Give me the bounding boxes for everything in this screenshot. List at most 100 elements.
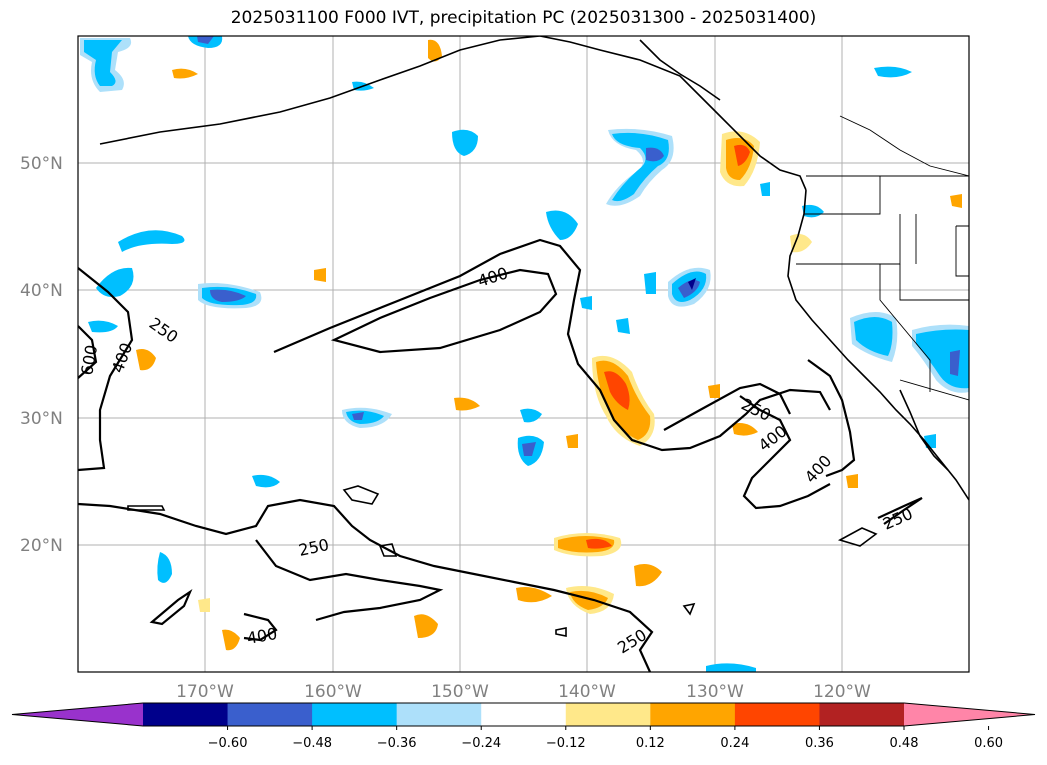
pos-blob xyxy=(222,629,240,651)
colorbar-extend-min xyxy=(12,703,143,726)
border-state xyxy=(899,264,969,301)
colorbar-segment xyxy=(481,703,567,726)
pos-blob xyxy=(414,614,438,638)
neg-blob xyxy=(522,442,536,456)
colorbar-segment xyxy=(227,703,313,726)
border-state xyxy=(804,176,881,215)
ivt-contour-400 xyxy=(330,268,558,354)
lon-label: 160°W xyxy=(304,682,362,702)
pos-blob xyxy=(454,397,480,411)
pos-blob xyxy=(708,384,720,398)
pos-blob xyxy=(172,68,198,79)
neg-blob xyxy=(352,412,364,420)
latitude-labels: 50°N 40°N 30°N 20°N xyxy=(20,154,63,556)
neg-blob xyxy=(644,272,656,294)
lat-label: 30°N xyxy=(20,409,63,429)
pos-blob xyxy=(136,349,156,371)
colorbar-tick-label: −0.36 xyxy=(377,736,417,751)
lat-label: 50°N xyxy=(20,154,63,174)
colorbar-tick-label: 0.36 xyxy=(805,736,834,751)
contour-label: 600 xyxy=(77,343,101,376)
pos-blob xyxy=(790,234,812,253)
ivt-contour-250 xyxy=(877,496,923,525)
colorbar-tick-label: −0.48 xyxy=(292,736,332,751)
neg-blob xyxy=(520,408,542,423)
pos-blob xyxy=(950,194,962,208)
island-hawaii xyxy=(342,485,380,505)
coastlines xyxy=(99,36,969,501)
neg-blob xyxy=(210,289,246,302)
border-us-mexico xyxy=(899,379,969,401)
border-state xyxy=(955,225,969,277)
lon-label: 130°W xyxy=(686,682,744,702)
pos-blob xyxy=(846,474,858,488)
pos-blob xyxy=(428,39,442,62)
precip-positive-anomalies xyxy=(136,39,962,651)
island xyxy=(682,602,696,616)
lat-label: 40°N xyxy=(20,281,63,301)
colorbar-tick-label: 0.24 xyxy=(720,736,749,751)
colorbar-segment xyxy=(312,703,398,726)
colorbar-segment xyxy=(734,703,820,726)
ivt-contour-250 xyxy=(273,238,831,452)
ivt-contour-400 xyxy=(149,589,193,626)
border-alaska xyxy=(839,115,969,177)
neg-blob xyxy=(646,147,664,162)
pos-blob xyxy=(566,434,578,448)
colorbar-tick-label: −0.24 xyxy=(461,736,501,751)
coastline-alaska-bc xyxy=(539,36,807,191)
ivt-contour-400 xyxy=(78,325,98,379)
colorbar-segment xyxy=(143,703,229,726)
neg-blob xyxy=(678,280,700,298)
lat-label: 20°N xyxy=(20,536,63,556)
pos-blob xyxy=(314,268,326,282)
figure-title: 2025031100 F000 IVT, precipitation PC (2… xyxy=(230,8,817,28)
lon-label: 150°W xyxy=(431,682,489,702)
neg-blob xyxy=(950,350,960,376)
pos-blob xyxy=(634,564,662,587)
colorbar-segment xyxy=(565,703,651,726)
neg-blob xyxy=(760,182,770,196)
neg-blob xyxy=(197,36,214,44)
pos-blob xyxy=(516,587,552,603)
ivt-contour-400 xyxy=(807,359,856,478)
neg-blob xyxy=(118,230,185,252)
colorbar-segment xyxy=(396,703,482,726)
state-borders xyxy=(796,115,969,401)
neg-blob xyxy=(157,552,172,583)
coastline-us-mexico xyxy=(787,189,969,501)
colorbar-outline xyxy=(11,702,1036,727)
neg-blob xyxy=(616,318,630,334)
ivt-contour-250 xyxy=(255,539,444,622)
island-mexico xyxy=(837,527,878,547)
ivt-contour-250 xyxy=(78,498,654,672)
neg-blob xyxy=(874,66,912,78)
neg-blob xyxy=(854,317,893,356)
neg-blob xyxy=(88,320,118,333)
ivt-contour-400 xyxy=(739,395,831,510)
neg-blob xyxy=(688,278,696,290)
lon-label: 170°W xyxy=(176,682,234,702)
neg-blob xyxy=(706,663,756,672)
colorbar-segment xyxy=(819,703,905,726)
colorbar-tick-label: −0.60 xyxy=(208,736,248,751)
pos-blob xyxy=(604,371,630,410)
precip-negative-anomalies xyxy=(80,36,969,672)
map-frame xyxy=(77,35,970,673)
coastline-islands xyxy=(639,39,721,101)
ivt-contour-400 xyxy=(243,612,278,642)
map-area xyxy=(78,36,969,672)
colorbar-tick-label: 0.12 xyxy=(636,736,665,751)
colorbar: −0.60 −0.48 −0.36 −0.24 −0.12 0.12 0.24 0.36 0.4… xyxy=(11,702,1036,751)
pos-blob xyxy=(198,598,210,612)
ivt-contours xyxy=(78,238,923,672)
neg-blob xyxy=(452,129,478,156)
lon-label: 120°W xyxy=(813,682,871,702)
neg-blob xyxy=(580,296,592,310)
pos-blob xyxy=(734,144,750,166)
colorbar-tick-label: 0.48 xyxy=(890,736,919,751)
lon-label: 140°W xyxy=(558,682,616,702)
ivt-contour-250 xyxy=(663,382,791,431)
islands xyxy=(127,485,878,637)
